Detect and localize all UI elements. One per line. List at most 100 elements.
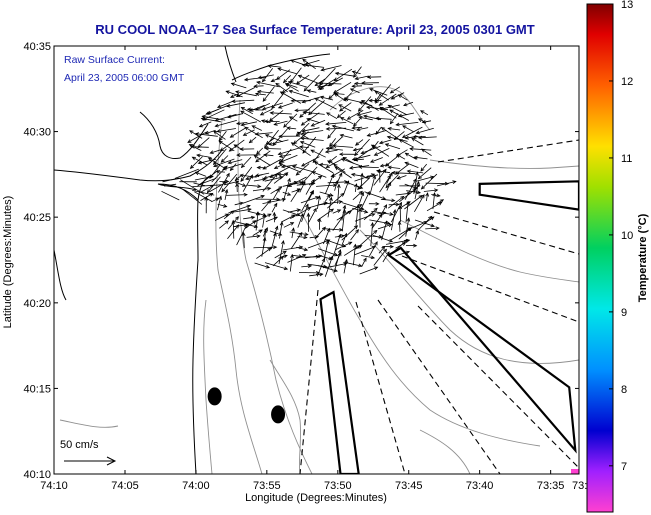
current-vector-head bbox=[296, 212, 301, 217]
current-vector-head bbox=[397, 94, 403, 98]
current-vector-head bbox=[244, 126, 249, 131]
current-vector bbox=[290, 188, 300, 203]
current-vector bbox=[292, 165, 315, 173]
current-vector-head bbox=[256, 165, 261, 170]
current-vector bbox=[198, 178, 217, 186]
current-vector-head bbox=[346, 116, 352, 120]
current-vector bbox=[301, 130, 324, 134]
current-vector bbox=[215, 120, 237, 127]
current-vector-head bbox=[404, 152, 409, 157]
current-vector-head bbox=[384, 220, 388, 225]
current-vector-head bbox=[340, 192, 345, 197]
current-vector bbox=[290, 207, 311, 220]
current-vector bbox=[262, 86, 275, 102]
current-vector bbox=[288, 81, 308, 88]
current-vector bbox=[228, 159, 243, 164]
current-vector bbox=[361, 145, 381, 154]
current-vector bbox=[333, 81, 352, 94]
current-vector bbox=[268, 139, 289, 145]
current-vector-head bbox=[428, 215, 433, 220]
current-vector bbox=[418, 216, 432, 231]
current-vector bbox=[242, 195, 265, 204]
current-vector-head bbox=[267, 247, 272, 252]
current-vector-head bbox=[425, 192, 429, 197]
current-vector-head bbox=[382, 168, 387, 173]
current-vector bbox=[199, 121, 212, 128]
current-vector bbox=[407, 170, 424, 174]
current-vector-head bbox=[273, 122, 278, 126]
current-vector-head bbox=[224, 188, 229, 194]
current-vector bbox=[329, 138, 337, 147]
current-vector-head bbox=[213, 163, 218, 168]
current-vector bbox=[359, 116, 373, 121]
current-vector bbox=[323, 228, 343, 231]
current-vector bbox=[235, 91, 257, 97]
current-vector-head bbox=[436, 193, 441, 198]
current-vector bbox=[352, 191, 363, 201]
current-vector-head bbox=[306, 89, 311, 94]
current-vector-head bbox=[260, 119, 266, 124]
current-vector bbox=[289, 116, 298, 122]
current-vector bbox=[316, 258, 325, 277]
current-vector-head bbox=[204, 196, 209, 201]
current-vector-head bbox=[317, 217, 322, 223]
current-vector-head bbox=[189, 164, 194, 169]
current-vector-head bbox=[342, 204, 347, 209]
current-vector bbox=[353, 244, 356, 266]
current-vector-head bbox=[194, 132, 200, 136]
scale-label: 50 cm/s bbox=[60, 439, 99, 451]
current-vector bbox=[230, 127, 246, 138]
current-vector bbox=[426, 193, 428, 202]
current-vector bbox=[359, 266, 378, 275]
current-vector bbox=[262, 173, 278, 192]
current-vector-head bbox=[371, 213, 376, 217]
current-vector-head bbox=[373, 207, 378, 212]
current-vector-head bbox=[268, 142, 273, 146]
current-vector-head bbox=[235, 224, 240, 229]
current-vector-head bbox=[300, 131, 306, 136]
current-vector-head bbox=[398, 204, 403, 210]
current-vector-head bbox=[263, 153, 268, 157]
current-vector-head bbox=[401, 134, 407, 138]
current-vector-head bbox=[201, 114, 206, 119]
current-vector bbox=[260, 108, 273, 116]
current-vector-head bbox=[275, 82, 280, 87]
current-vector bbox=[161, 190, 180, 201]
current-vector bbox=[202, 109, 225, 121]
current-vector bbox=[337, 184, 340, 204]
current-vector-head bbox=[279, 159, 285, 163]
current-vector-head bbox=[383, 248, 387, 253]
current-vector-head bbox=[265, 140, 270, 145]
current-vector bbox=[307, 90, 317, 93]
current-vector bbox=[406, 190, 421, 194]
current-vector-head bbox=[363, 209, 369, 214]
current-vector bbox=[195, 133, 218, 137]
current-vector bbox=[200, 184, 214, 193]
radar-sectors bbox=[319, 180, 579, 474]
staten-island bbox=[139, 111, 209, 159]
depth-contour bbox=[359, 229, 579, 364]
current-vector bbox=[372, 234, 393, 242]
current-vector-head bbox=[391, 198, 396, 203]
current-vector bbox=[332, 234, 341, 257]
current-vector bbox=[257, 91, 274, 94]
current-vector bbox=[334, 166, 352, 179]
current-vector bbox=[249, 136, 257, 144]
current-vector-head bbox=[231, 219, 236, 224]
current-vector bbox=[413, 136, 426, 138]
current-vector-head bbox=[277, 105, 283, 109]
current-vector bbox=[358, 166, 379, 168]
current-vector-head bbox=[242, 132, 247, 136]
current-vector bbox=[295, 109, 310, 111]
coastline bbox=[54, 46, 331, 474]
radial-dashed-lines bbox=[299, 139, 579, 474]
current-vector bbox=[174, 168, 199, 179]
current-vector-head bbox=[379, 106, 384, 111]
current-vector bbox=[359, 192, 364, 204]
current-vector-head bbox=[240, 177, 245, 182]
current-vector-head bbox=[249, 174, 253, 179]
station-markers bbox=[207, 387, 286, 424]
current-vector bbox=[277, 68, 297, 75]
current-vector-head bbox=[301, 63, 306, 68]
x-tick-label: 73:45 bbox=[395, 480, 423, 492]
